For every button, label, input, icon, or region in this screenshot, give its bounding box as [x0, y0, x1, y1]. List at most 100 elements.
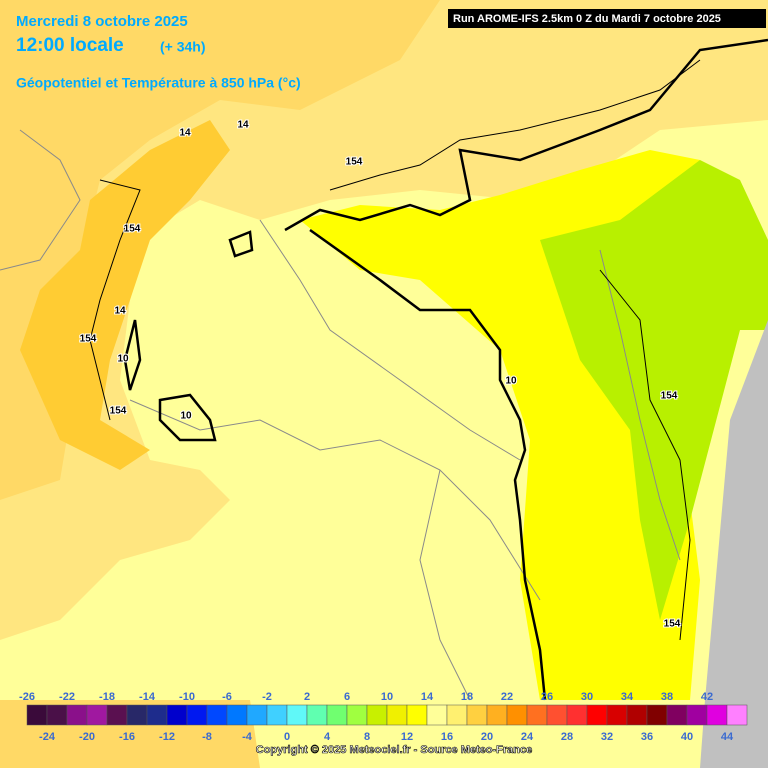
colorbar-swatch [686, 704, 708, 726]
lead-time: (+ 34h) [160, 39, 206, 55]
colorbar-label: 36 [641, 731, 653, 743]
colorbar-swatch [366, 704, 388, 726]
colorbar-label: -2 [262, 691, 272, 703]
forecast-time: 12:00 locale [16, 35, 124, 56]
colorbar-label: 14 [421, 691, 434, 703]
contour-labels: 14 14 154 154 14 154 10 154 10 10 154 154 [79, 119, 682, 631]
colorbar-label: 20 [481, 731, 493, 743]
colorbar-label: 12 [401, 731, 413, 743]
colorbar-swatch [206, 704, 228, 726]
colorbar-label: 32 [601, 731, 613, 743]
colorbar-label: 34 [621, 691, 634, 703]
colorbar-swatch [566, 704, 588, 726]
colorbar-swatch [266, 704, 288, 726]
colorbar-label: 22 [501, 691, 513, 703]
colorbar-swatch [146, 704, 168, 726]
colorbar-swatch [586, 704, 608, 726]
run-box [448, 9, 766, 28]
colorbar-label: -4 [242, 731, 253, 743]
colorbar-label: 10 [381, 691, 393, 703]
colorbar-swatch [46, 704, 68, 726]
contour-label: 10 [117, 354, 129, 365]
colorbar-label: -8 [202, 731, 212, 743]
colorbar-label: -6 [222, 691, 232, 703]
colorbar-swatch [526, 704, 548, 726]
colorbar-swatch [126, 704, 148, 726]
colorbar: -26 -22 -18 -14 -10 -6 -2 2 6 10 14 18 22 26 30 34 38 42-… [19, 691, 748, 743]
contour-label: 154 [346, 157, 363, 168]
warm-field [20, 120, 230, 470]
colorbar-label: -24 [39, 731, 56, 743]
geopotential-contours [89, 59, 701, 641]
run-info: Run AROME-IFS 2.5km 0 Z du Mardi 7 octob… [453, 13, 721, 25]
colorbar-swatch [506, 704, 528, 726]
colorbar-label: 2 [304, 691, 310, 703]
colorbar-label: -20 [79, 731, 95, 743]
borders [0, 129, 681, 701]
contour-label: 154 [80, 334, 97, 345]
colorbar-swatch [426, 704, 448, 726]
colorbar-label: 16 [441, 731, 453, 743]
colorbar-label: 28 [561, 731, 573, 743]
parameter: Géopotentiel et Température à 850 hPa (°… [16, 75, 301, 91]
colorbar-label: -10 [179, 691, 195, 703]
colorbar-swatch [406, 704, 428, 726]
colorbar-label: 4 [324, 731, 331, 743]
forecast-date: Mercredi 8 octobre 2025 [16, 13, 188, 30]
colorbar-label: 6 [344, 691, 350, 703]
colorbar-label: -16 [119, 731, 135, 743]
isotherm-10 [123, 38, 768, 701]
colorbar-label: 0 [284, 731, 290, 743]
colorbar-swatch [386, 704, 408, 726]
copyright: Copyright © 2025 Meteociel.fr - Source M… [256, 744, 532, 756]
colorbar-swatch [246, 704, 268, 726]
contour-label: 154 [661, 391, 678, 402]
colorbar-label: 38 [661, 691, 673, 703]
contour-label: 10 [180, 411, 192, 422]
colorbar-swatch [546, 704, 568, 726]
colorbar-swatch [26, 704, 48, 726]
colorbar-swatch [226, 704, 248, 726]
colorbar-swatch [706, 704, 728, 726]
contour-label: 154 [664, 619, 681, 630]
warm-field [0, 0, 440, 500]
colorbar-swatch [666, 704, 688, 726]
colorbar-swatch [186, 704, 208, 726]
colorbar-swatch [346, 704, 368, 726]
warm-field [540, 160, 768, 620]
colorbar-label: 18 [461, 691, 473, 703]
colorbar-label: -12 [159, 731, 175, 743]
colorbar-label: 44 [721, 731, 734, 743]
colorbar-swatch [626, 704, 648, 726]
colorbar-swatch [286, 704, 308, 726]
contour-label: 154 [124, 224, 141, 235]
colorbar-label: -18 [99, 691, 115, 703]
colorbar-label: 40 [681, 731, 693, 743]
colorbar-label: 30 [581, 691, 593, 703]
colorbar-label: 24 [521, 731, 534, 743]
colorbar-label: 42 [701, 691, 713, 703]
colorbar-swatch [606, 704, 628, 726]
colorbar-swatch [646, 704, 668, 726]
colorbar-swatch [726, 704, 748, 726]
contour-label: 14 [179, 128, 191, 139]
colorbar-label: -14 [139, 691, 156, 703]
colorbar-swatch [466, 704, 488, 726]
colorbar-swatch [486, 704, 508, 726]
colorbar-swatch [446, 704, 468, 726]
contour-label: 14 [237, 120, 249, 131]
colorbar-label: -26 [19, 691, 35, 703]
contour-label: 14 [114, 306, 126, 317]
colorbar-label: 8 [364, 731, 370, 743]
colorbar-swatch [166, 704, 188, 726]
contour-label: 154 [110, 406, 127, 417]
colorbar-swatch [86, 704, 108, 726]
contour-label: 10 [505, 376, 517, 387]
colorbar-swatch [306, 704, 328, 726]
colorbar-label: -22 [59, 691, 75, 703]
colorbar-swatch [66, 704, 88, 726]
colorbar-swatch [326, 704, 348, 726]
colorbar-label: 26 [541, 691, 553, 703]
no-data-area [700, 320, 768, 768]
